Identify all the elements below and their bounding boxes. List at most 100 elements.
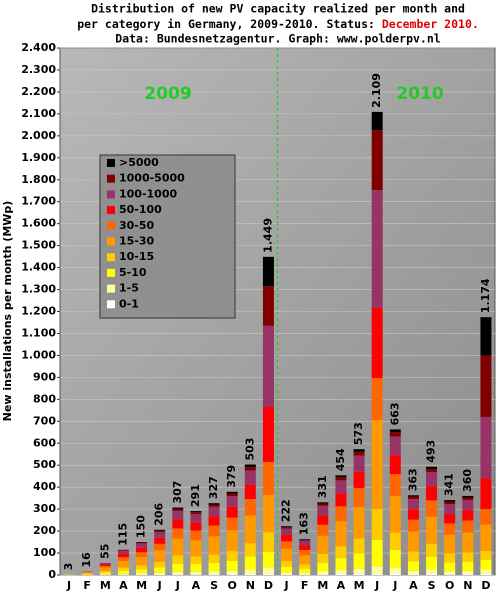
bar-segment xyxy=(117,567,129,571)
legend-label: 10-15 xyxy=(119,250,154,263)
bar-segment xyxy=(154,543,166,551)
legend-box xyxy=(99,154,236,319)
bar-segment xyxy=(407,499,419,510)
bar-segment xyxy=(317,505,329,516)
bar-segment xyxy=(299,539,311,540)
y-tick-label: 1.800 xyxy=(21,173,56,186)
bar-segment xyxy=(172,555,184,564)
bar-segment xyxy=(480,573,492,575)
bar-segment xyxy=(281,566,293,573)
bar-segment xyxy=(99,567,111,572)
total-label: 115 xyxy=(116,523,129,546)
bar-segment xyxy=(407,509,419,520)
bar-segment xyxy=(426,472,438,487)
x-tick-label: N xyxy=(246,579,255,592)
bar-segment xyxy=(226,491,238,494)
bar-segment xyxy=(480,478,492,510)
total-label: 363 xyxy=(406,468,419,491)
bar-segment xyxy=(244,499,256,516)
bar-segment xyxy=(389,495,401,533)
bar-segment xyxy=(154,567,166,573)
bar-segment xyxy=(335,477,347,481)
total-label: 663 xyxy=(388,402,401,425)
legend-swatch xyxy=(107,174,115,183)
bar-segment xyxy=(244,467,256,471)
bar-segment xyxy=(426,468,438,473)
bar-segment xyxy=(281,528,293,536)
bar-segment xyxy=(81,573,93,575)
bar-segment xyxy=(371,509,383,540)
bar-segment xyxy=(462,497,474,500)
chart-title: Distribution of new PV capacity realized… xyxy=(91,2,465,16)
bar-segment xyxy=(317,524,329,536)
legend-label: 15-30 xyxy=(119,235,155,248)
bar-segment xyxy=(208,503,220,505)
bar-segment xyxy=(462,571,474,575)
bar-segment xyxy=(117,570,129,574)
bar-segment xyxy=(299,555,311,565)
total-label: 16 xyxy=(80,552,93,568)
bar-segment xyxy=(335,558,347,570)
bar-segment xyxy=(480,559,492,570)
bar-segment xyxy=(190,556,202,565)
bar-segment xyxy=(190,530,202,541)
bar-segment xyxy=(353,553,365,569)
bar-segment xyxy=(154,537,166,544)
bar-segment xyxy=(190,574,202,575)
bar-segment xyxy=(317,535,329,554)
bar-segment xyxy=(407,495,419,497)
total-label: 307 xyxy=(171,481,184,504)
y-tick-label: 500 xyxy=(33,458,56,471)
bar-segment xyxy=(99,574,111,575)
x-tick-label: S xyxy=(210,579,218,592)
bar-segment xyxy=(353,449,365,452)
y-tick-label: 1.100 xyxy=(21,326,56,339)
bar-segment xyxy=(426,500,438,517)
bar-segment xyxy=(172,510,184,520)
x-tick-label: A xyxy=(409,579,418,592)
legend-label: 30-50 xyxy=(119,219,155,232)
x-tick-label: J xyxy=(175,579,180,592)
bar-segment xyxy=(154,530,166,532)
bar-segment xyxy=(226,496,238,507)
bar-segment xyxy=(81,574,93,575)
x-tick-label: J xyxy=(66,579,71,592)
bar-segment xyxy=(407,570,419,575)
bar-segment xyxy=(208,562,220,572)
bar-segment xyxy=(335,546,347,559)
x-tick-label: A xyxy=(337,579,346,592)
legend-label: 1-5 xyxy=(119,282,139,295)
bar-segment xyxy=(462,520,474,533)
title-line: per category in Germany, 2009-2010. Stat… xyxy=(77,17,375,31)
bar-segment xyxy=(444,504,456,514)
bar-segment xyxy=(226,570,238,575)
bar-segment xyxy=(117,549,129,551)
x-tick-label: O xyxy=(228,579,237,592)
bar-segment xyxy=(389,429,401,433)
y-tick-label: 100 xyxy=(33,546,56,559)
bar-segment xyxy=(262,567,274,574)
total-label: 291 xyxy=(189,484,202,507)
total-label: 150 xyxy=(135,515,148,538)
bar-segment xyxy=(262,256,274,287)
bar-segment xyxy=(244,573,256,575)
bar-segment xyxy=(154,531,166,538)
legend-swatch xyxy=(107,237,115,246)
bar-segment xyxy=(208,554,220,563)
bar-segment xyxy=(208,571,220,575)
bar-segment xyxy=(317,503,329,506)
bar-segment xyxy=(190,513,202,523)
y-tick-label: 2.400 xyxy=(21,41,56,54)
bar-segment xyxy=(226,574,238,575)
y-tick-label: 1.400 xyxy=(21,261,56,274)
bar-segment xyxy=(190,512,202,514)
bar-segment xyxy=(371,130,383,191)
bar-segment xyxy=(154,529,166,531)
bar-segment xyxy=(244,515,256,544)
bar-segment xyxy=(208,516,220,526)
bar-segment xyxy=(389,432,401,437)
bar-segment xyxy=(117,553,129,558)
bar-segment xyxy=(299,568,311,574)
bar-segment xyxy=(262,461,274,495)
x-tick-label: M xyxy=(317,579,328,592)
